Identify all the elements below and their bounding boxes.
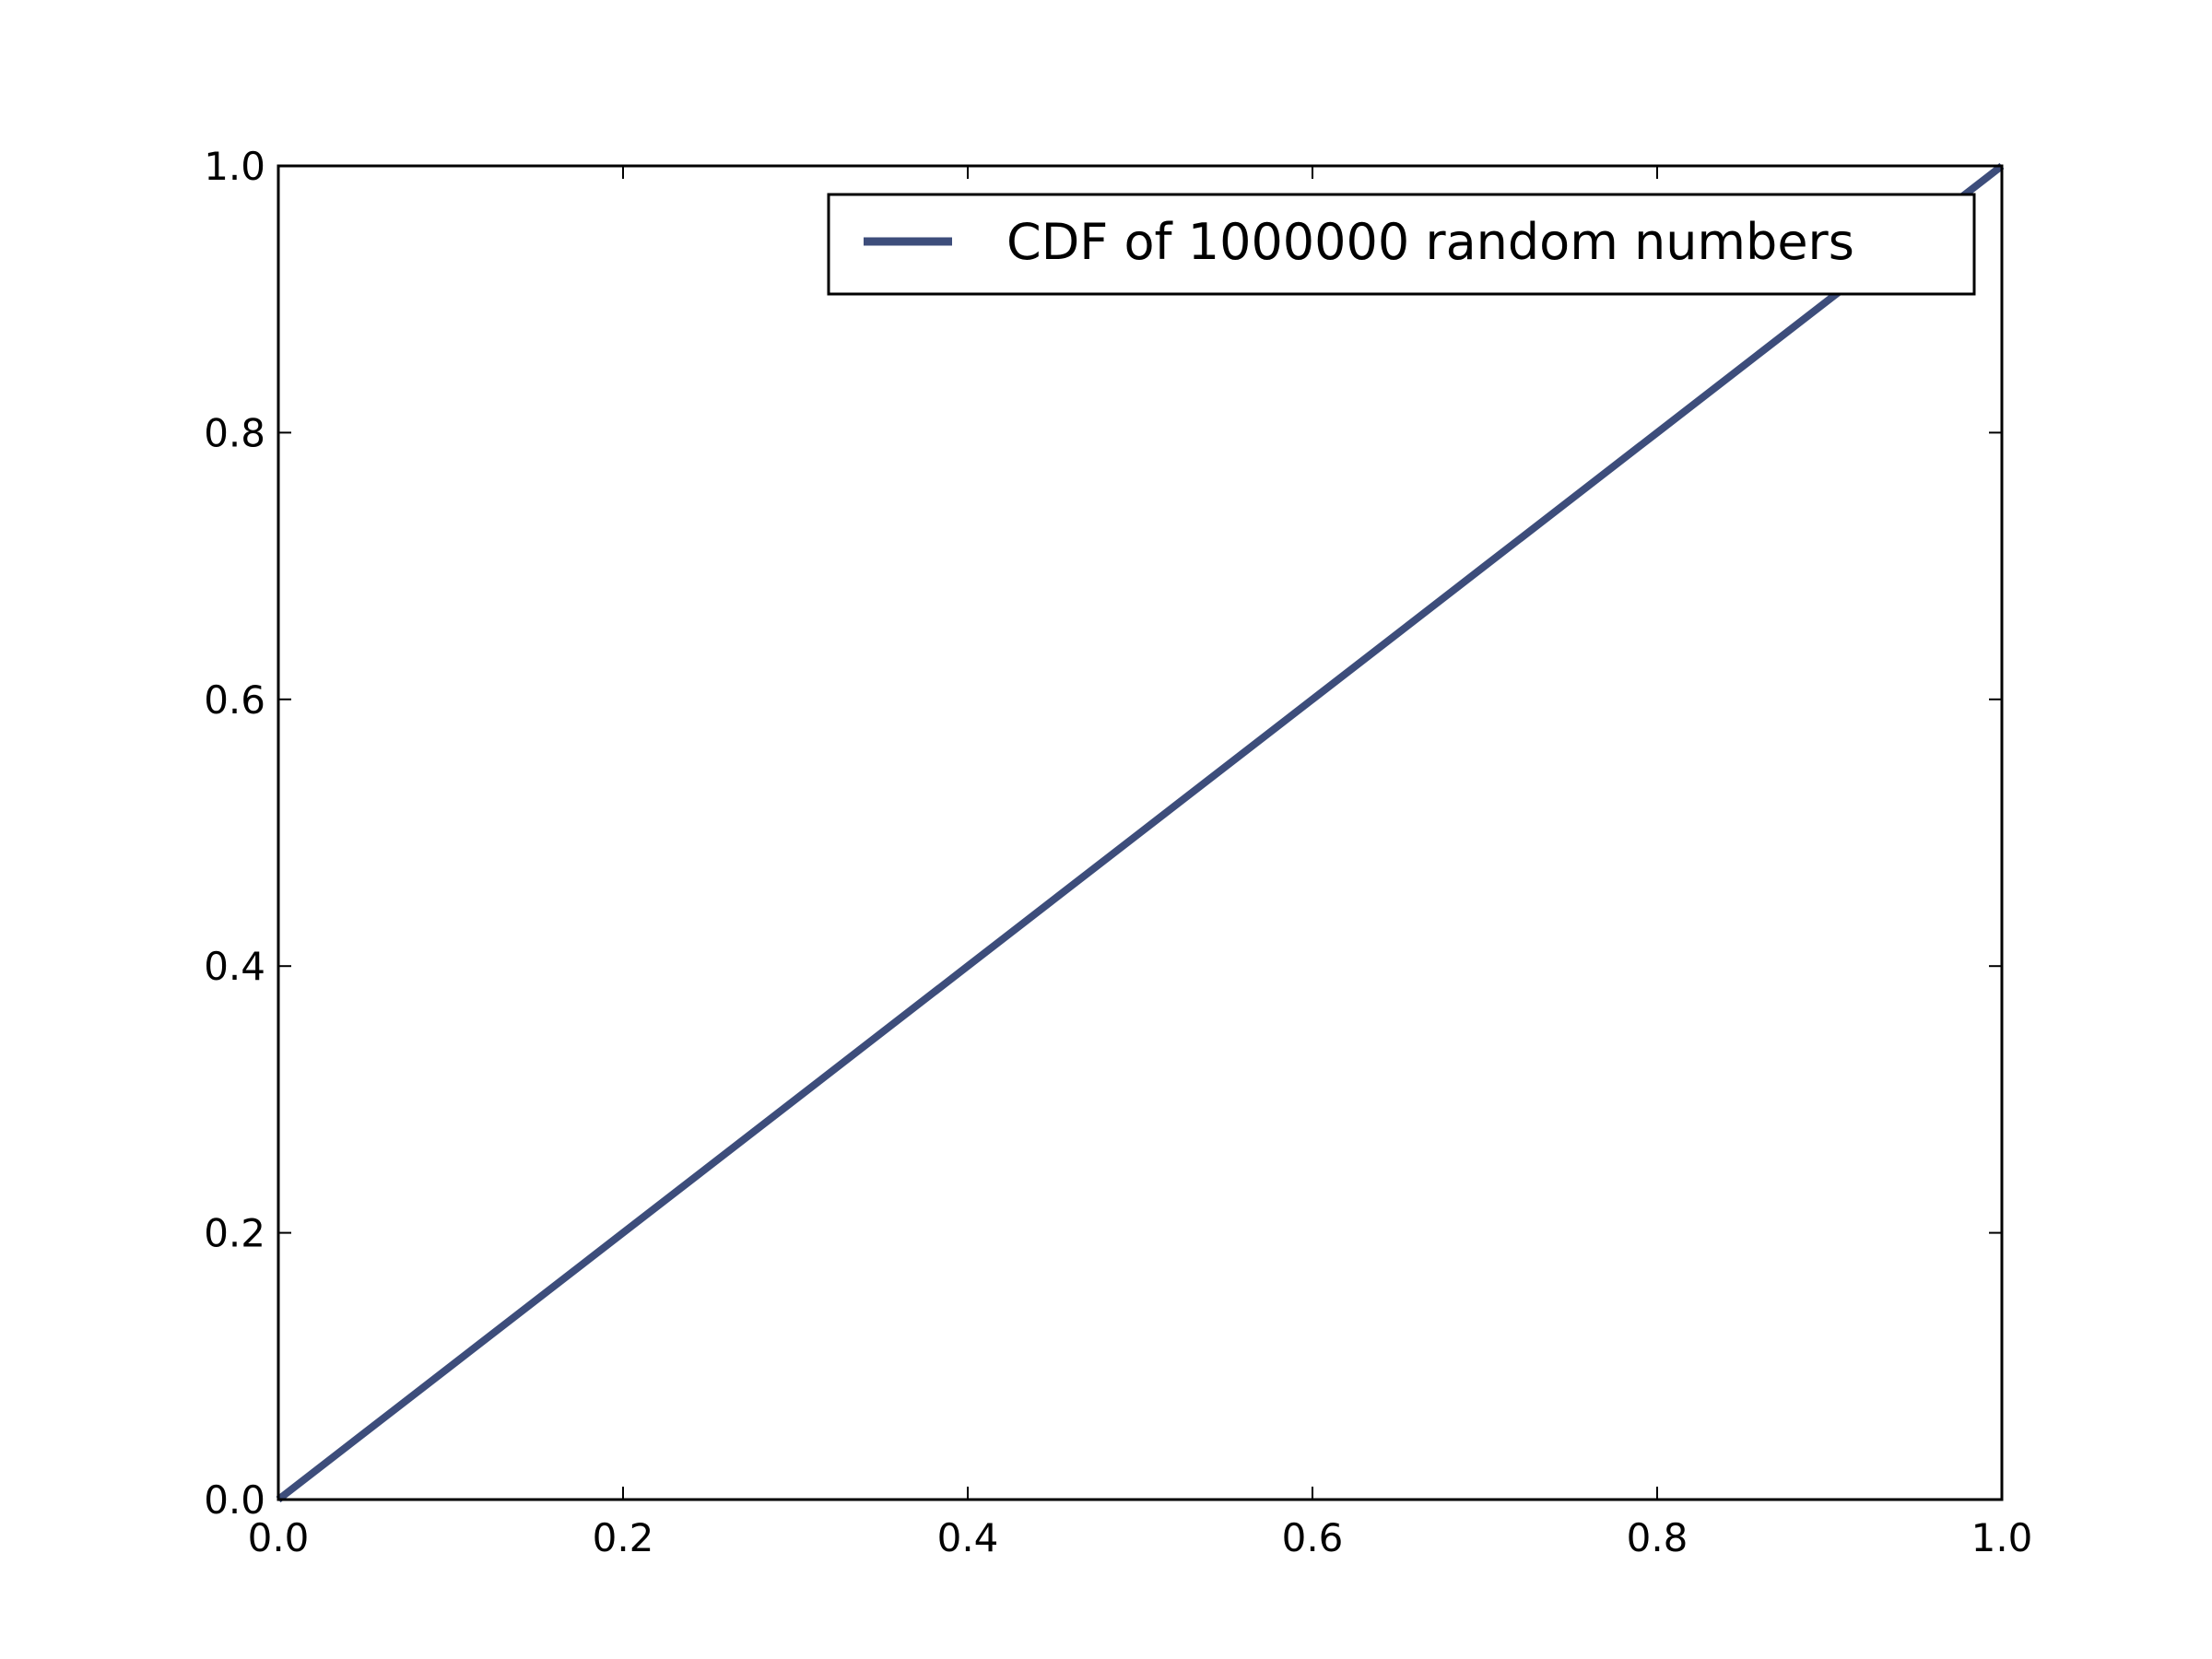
x-tick-label: 1.0 bbox=[1971, 1515, 2033, 1560]
plot-frame bbox=[276, 164, 2004, 1501]
x-tick-label: 0.2 bbox=[593, 1515, 654, 1560]
x-tick-label: 0.4 bbox=[937, 1515, 999, 1560]
y-tick-label: 0.6 bbox=[204, 677, 265, 723]
y-tick-label: 0.0 bbox=[204, 1477, 265, 1523]
y-tick-label: 0.8 bbox=[204, 410, 265, 455]
x-tick-label: 0.6 bbox=[1282, 1515, 1344, 1560]
legend: CDF of 1000000 random numbers bbox=[827, 193, 1976, 296]
legend-label: CDF of 1000000 random numbers bbox=[1006, 213, 1854, 271]
series-line-0 bbox=[276, 162, 2005, 1503]
y-tick-label: 1.0 bbox=[204, 144, 265, 189]
y-tick-label: 0.2 bbox=[204, 1211, 265, 1256]
ticks-layer: 0.0 0.2 0.4 0.6 0.8 1.0 0.0 0.2 0.4 0.6 0.8 1.0 bbox=[204, 144, 2032, 1560]
legend-box bbox=[827, 193, 1976, 296]
x-tick-label: 0.0 bbox=[248, 1515, 310, 1560]
series-layer bbox=[276, 162, 2005, 1503]
y-tick-label: 0.4 bbox=[204, 944, 265, 989]
x-tick-label: 0.8 bbox=[1627, 1515, 1688, 1560]
